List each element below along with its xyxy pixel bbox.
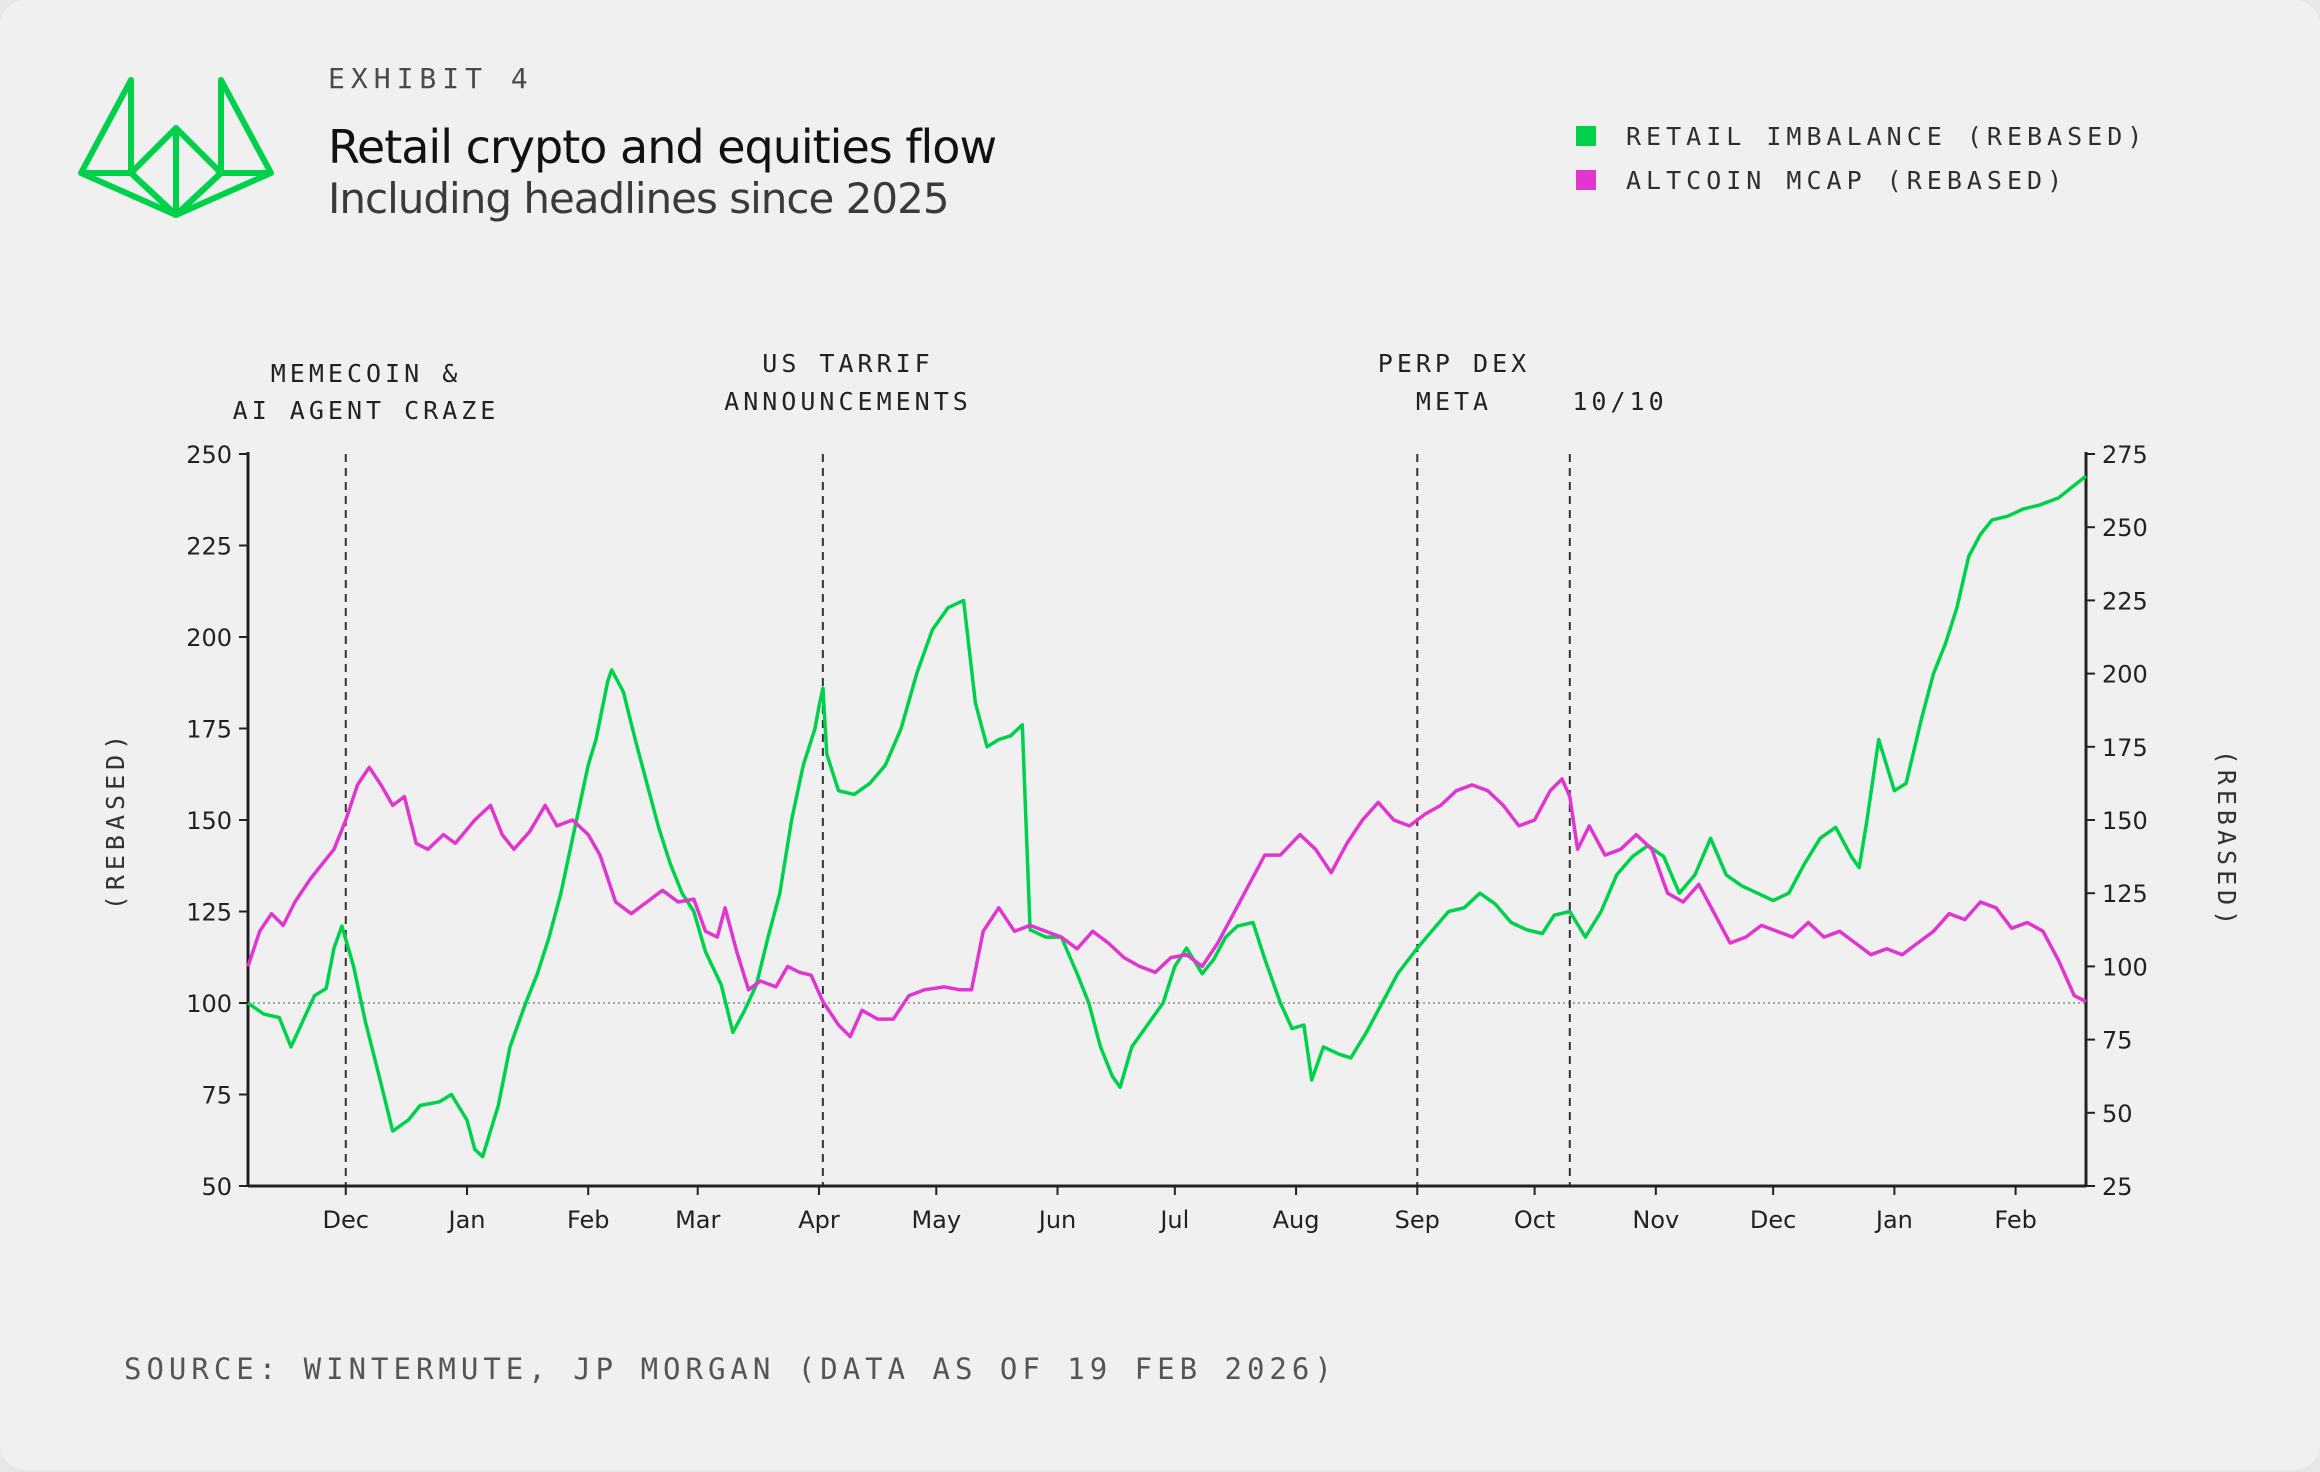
y-tick-label-left: 200 <box>186 624 232 652</box>
chart-subtitle: Including headlines since 2025 <box>328 174 950 223</box>
x-tick-label: Aug <box>1273 1206 1320 1234</box>
y-tick-label-right: 75 <box>2102 1027 2133 1055</box>
annotation-label: US TARRIF <box>762 349 933 378</box>
annotation-label: ANNOUNCEMENTS <box>724 387 972 416</box>
y-tick-label-left: 125 <box>186 899 232 927</box>
annotation-label: MEMECOIN & <box>271 359 462 388</box>
x-tick-label: Dec <box>323 1206 369 1234</box>
y-tick-label-right: 25 <box>2102 1173 2133 1201</box>
x-tick-label: Jan <box>1874 1206 1913 1234</box>
y-tick-label-left: 150 <box>186 807 232 835</box>
x-tick-label: Dec <box>1750 1206 1796 1234</box>
annotation-label: META <box>1416 387 1492 416</box>
x-tick-label: Jan <box>446 1206 485 1234</box>
legend-item-retail: RETAIL IMBALANCE (REBASED) <box>1576 114 2147 158</box>
source-note: SOURCE: WINTERMUTE, JP MORGAN (DATA AS O… <box>124 1352 1337 1386</box>
legend-item-altcoin: ALTCOIN MCAP (REBASED) <box>1576 158 2147 202</box>
y-tick-label-right: 275 <box>2102 441 2148 469</box>
x-tick-label: Jun <box>1037 1206 1077 1234</box>
x-tick-label: Feb <box>1994 1206 2037 1234</box>
y-tick-label-right: 50 <box>2102 1100 2133 1128</box>
y-tick-label-left: 175 <box>186 716 232 744</box>
x-tick-label: May <box>911 1206 961 1234</box>
y-tick-label-right: 125 <box>2102 880 2148 908</box>
legend-label-retail: RETAIL IMBALANCE (REBASED) <box>1626 121 2148 151</box>
y-tick-label-right: 225 <box>2102 587 2148 615</box>
x-tick-label: Jul <box>1158 1206 1189 1234</box>
exhibit-label: EXHIBIT 4 <box>328 62 534 95</box>
legend-label-altcoin: ALTCOIN MCAP (REBASED) <box>1626 165 2068 195</box>
y-tick-label-right: 100 <box>2102 953 2148 981</box>
legend-swatch-retail <box>1576 126 1596 146</box>
y-tick-label-right: 250 <box>2102 514 2148 542</box>
legend: RETAIL IMBALANCE (REBASED) ALTCOIN MCAP … <box>1576 114 2147 202</box>
y-axis-right-title: (REBASED) <box>2212 750 2241 930</box>
x-tick-label: Mar <box>675 1206 720 1234</box>
line-chart: MEMECOIN & AI AGENT CRAZE US TARRIF ANNOUNC… <box>101 349 2241 1234</box>
y-tick-label-left: 250 <box>186 441 232 469</box>
series-line-altcoin-mcap <box>246 765 2087 1039</box>
legend-swatch-altcoin <box>1576 170 1596 190</box>
y-tick-label-left: 50 <box>201 1173 232 1201</box>
chart-title: Retail crypto and equities flow <box>328 120 997 174</box>
annotation-label: 10/10 <box>1572 387 1667 416</box>
y-axis-left-title: (REBASED) <box>101 730 130 910</box>
series-line-retail-imbalance <box>246 474 2088 1159</box>
y-tick-label-left: 75 <box>201 1082 232 1110</box>
x-tick-label: Nov <box>1632 1206 1679 1234</box>
y-tick-label-right: 200 <box>2102 661 2148 689</box>
x-tick-label: Apr <box>798 1206 840 1234</box>
annotation-label: AI AGENT CRAZE <box>233 396 500 425</box>
y-tick-label-left: 100 <box>186 990 232 1018</box>
y-tick-label-right: 150 <box>2102 807 2148 835</box>
annotation-label: PERP DEX <box>1378 349 1530 378</box>
wintermute-logo-icon <box>78 77 274 218</box>
y-tick-label-right: 175 <box>2102 734 2148 762</box>
x-tick-label: Sep <box>1395 1206 1440 1234</box>
x-tick-label: Oct <box>1514 1206 1556 1234</box>
x-tick-label: Feb <box>567 1206 610 1234</box>
y-tick-label-left: 225 <box>186 533 232 561</box>
